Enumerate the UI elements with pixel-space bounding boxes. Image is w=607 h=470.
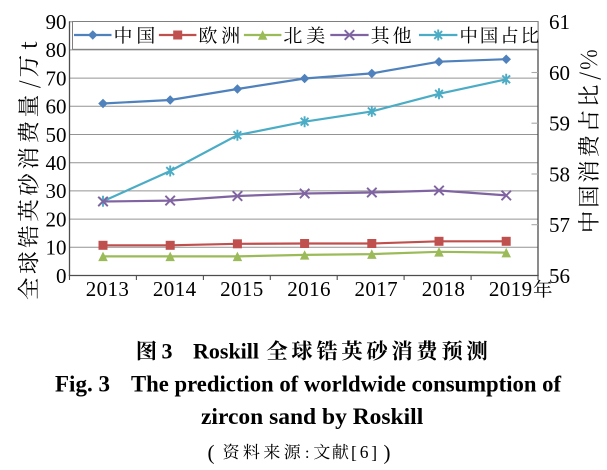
- svg-text:60: 60: [46, 95, 67, 119]
- svg-text:61: 61: [549, 10, 570, 34]
- svg-text:59: 59: [549, 112, 570, 136]
- svg-text:90: 90: [46, 10, 67, 34]
- svg-text:10: 10: [46, 236, 67, 260]
- svg-text:zircon sand by Roskill: zircon sand by Roskill: [201, 404, 424, 430]
- svg-text:2015: 2015: [220, 277, 264, 301]
- svg-text:2019: 2019: [489, 277, 533, 301]
- svg-text:58: 58: [549, 162, 570, 186]
- svg-text:Fig. 3: Fig. 3: [55, 372, 110, 397]
- svg-text:]: ]: [371, 443, 377, 463]
- svg-text:): ): [384, 441, 391, 465]
- svg-text:0: 0: [56, 264, 67, 288]
- svg-text:20: 20: [46, 207, 67, 231]
- svg-text:70: 70: [46, 66, 67, 90]
- svg-text:2018: 2018: [422, 277, 466, 301]
- svg-text:30: 30: [46, 179, 67, 203]
- svg-text:6: 6: [360, 442, 369, 462]
- svg-text:40: 40: [46, 151, 67, 175]
- svg-text:2013: 2013: [86, 277, 130, 301]
- svg-text:57: 57: [549, 213, 570, 237]
- svg-text:50: 50: [46, 123, 67, 147]
- svg-text:The prediction of worldwide co: The prediction of worldwide consumption …: [131, 372, 561, 397]
- svg-text:[: [: [351, 443, 357, 463]
- svg-text:Roskill: Roskill: [193, 339, 259, 364]
- svg-text:3: 3: [162, 339, 173, 364]
- svg-text:(: (: [208, 441, 215, 465]
- svg-text:56: 56: [549, 264, 570, 288]
- svg-text::: :: [305, 445, 309, 462]
- svg-text:2016: 2016: [287, 277, 331, 301]
- svg-text:2014: 2014: [153, 277, 197, 301]
- svg-text:80: 80: [46, 38, 67, 62]
- svg-text:60: 60: [549, 61, 570, 85]
- svg-text:2017: 2017: [354, 277, 398, 301]
